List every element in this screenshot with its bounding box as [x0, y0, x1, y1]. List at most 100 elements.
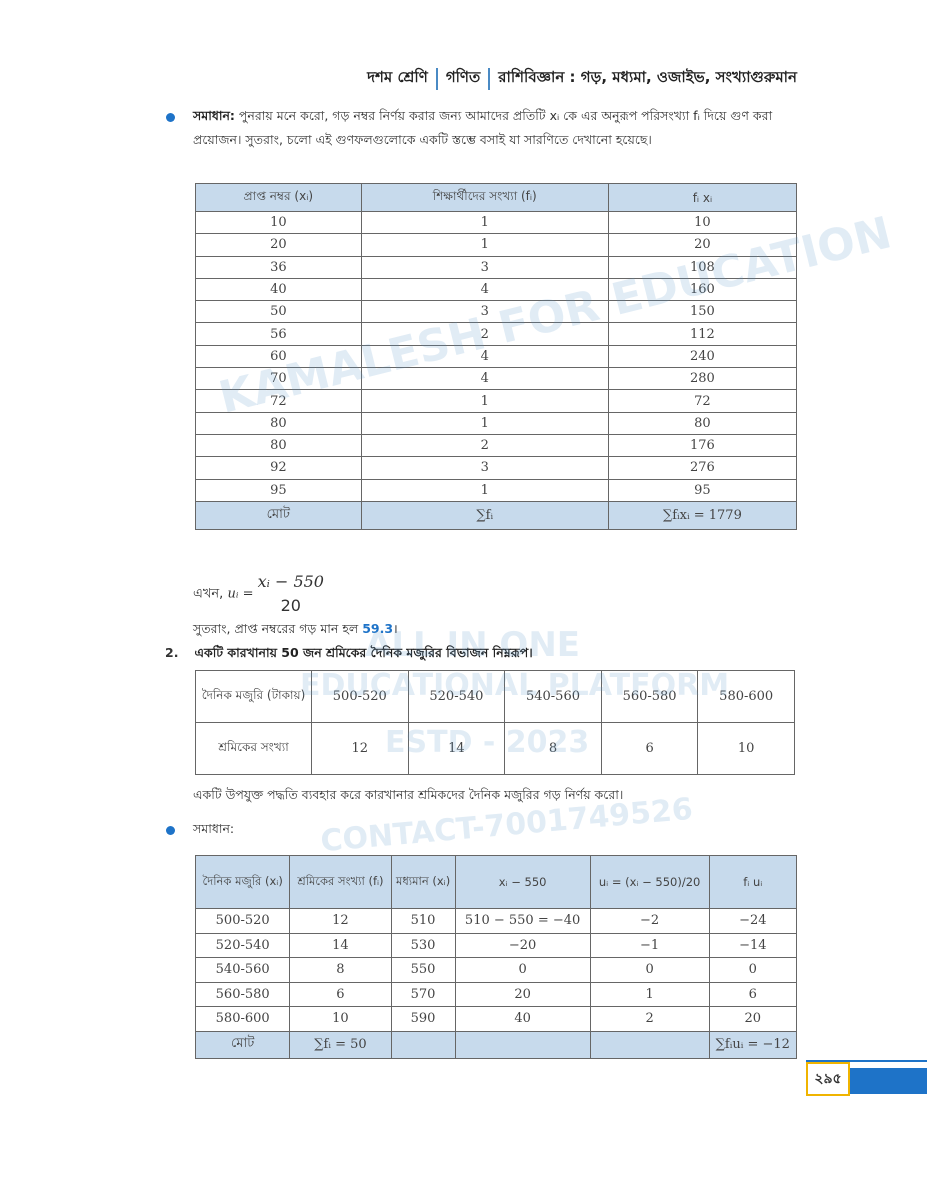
table-cell: 160 — [607, 277, 798, 302]
table-cell: 8 — [289, 957, 392, 983]
table-cell: 550 — [390, 957, 456, 983]
page-number: ২৯৫ — [806, 1062, 850, 1096]
table-cell: 520-540 — [194, 932, 291, 958]
problem-number: 2. — [165, 645, 179, 660]
solution1-paragraph: সমাধান: পুনরায় মনে করো, গড় নম্বর নির্ণ… — [193, 104, 798, 152]
table-cell: 72 — [195, 389, 362, 413]
column-header: xᵢ − 550 — [454, 855, 591, 909]
class-interval-cell: 500-520 — [311, 670, 409, 723]
table-row: 560-580 6 570 20 1 6 — [194, 981, 798, 1007]
result-end: । — [393, 621, 398, 636]
table-cell: 92 — [195, 456, 362, 480]
column-header: দৈনিক মজুরি (xᵢ) — [194, 855, 291, 909]
table-cell: 40 — [454, 1006, 591, 1032]
count-cell: 8 — [504, 722, 602, 775]
count-cell: 6 — [600, 722, 699, 775]
table-cell: 276 — [607, 456, 798, 480]
problem-text: একটি কারখানায় 50 জন শ্রমিকের দৈনিক মজুর… — [194, 645, 533, 660]
row-label: শ্রমিকের সংখ্যা — [195, 722, 312, 775]
table-cell: −1 — [589, 932, 710, 958]
table-cell: 1 — [360, 210, 609, 235]
total-cell: মোট — [194, 1030, 291, 1059]
count-cell: 14 — [407, 722, 506, 775]
table-row: 72 1 72 — [195, 389, 798, 413]
solution2-label: সমাধান: — [193, 821, 235, 836]
table-cell: 70 — [195, 367, 362, 391]
table-cell: 72 — [607, 389, 798, 413]
table-cell: 108 — [607, 255, 798, 279]
formula-u: এখন, uᵢ = xᵢ − 550 20 — [193, 570, 798, 618]
table-cell: 50 — [195, 300, 362, 324]
result-line: সুতরাং, প্রাপ্ত নম্বরের গড় মান হল 59.3। — [193, 617, 798, 641]
column-header: শিক্ষার্থীদের সংখ্যা (fᵢ) — [360, 183, 609, 212]
table-cell: −24 — [708, 908, 798, 934]
question2: একটি উপযুক্ত পদ্ধতি ব্যবহার করে কারখানার… — [193, 787, 624, 802]
table-cell: −14 — [708, 932, 798, 958]
total-cell: ∑fᵢ — [360, 500, 609, 530]
table-cell: 112 — [607, 322, 798, 346]
table-cell: 80 — [195, 433, 362, 458]
table-cell: −2 — [589, 908, 710, 934]
table-cell: 540-560 — [194, 957, 291, 983]
wage-solution-table: দৈনিক মজুরি (xᵢ) শ্রমিকের সংখ্যা (fᵢ) মধ্য… — [194, 855, 798, 1059]
total-row: মোট ∑fᵢ = 50 ∑fᵢuᵢ = −12 — [194, 1030, 798, 1059]
total-cell — [454, 1030, 591, 1059]
solution-text: পুনরায় মনে করো, গড় নম্বর নির্ণয় করার … — [193, 108, 773, 147]
table-cell: 80 — [607, 411, 798, 435]
table-row: 56 2 112 — [195, 322, 798, 346]
count-cell: 10 — [697, 722, 795, 775]
column-header: মধ্যমান (xᵢ) — [390, 855, 456, 909]
result-text: সুতরাং, প্রাপ্ত নম্বরের গড় মান হল — [193, 621, 359, 636]
table-row: 10 1 10 — [195, 210, 798, 235]
table-cell: 240 — [607, 344, 798, 369]
mean-value: 59.3 — [362, 621, 394, 636]
table-cell: 2 — [360, 433, 609, 458]
table-cell: 4 — [360, 367, 609, 391]
table-cell: 500-520 — [194, 908, 291, 934]
table-cell: 150 — [607, 300, 798, 324]
table-row: 540-560 8 550 0 0 0 — [194, 957, 798, 983]
table-cell: 590 — [390, 1006, 456, 1032]
table-cell: 0 — [708, 957, 798, 983]
class-interval-cell: 580-600 — [697, 670, 795, 723]
table-cell: 20 — [454, 981, 591, 1007]
table-row: 95 1 95 — [195, 478, 798, 502]
table-cell: 1 — [360, 411, 609, 435]
table-row: 20 1 20 — [195, 233, 798, 257]
running-header: দশম শ্রেণি গণিত রাশিবিজ্ঞান : গড়, মধ্যম… — [367, 66, 797, 91]
total-cell: ∑fᵢ = 50 — [289, 1030, 392, 1059]
table-cell: 56 — [195, 322, 362, 346]
column-header: fᵢ uᵢ — [708, 855, 798, 909]
table-row: 580-600 10 590 40 2 20 — [194, 1006, 798, 1032]
total-cell: ∑fᵢuᵢ = −12 — [708, 1030, 798, 1059]
table-cell: 4 — [360, 277, 609, 302]
bullet-icon — [166, 113, 175, 122]
table-cell: 1 — [360, 478, 609, 502]
table-cell: 0 — [454, 957, 591, 983]
table-row: 92 3 276 — [195, 456, 798, 480]
class-interval-cell: 520-540 — [407, 670, 506, 723]
solution-label: সমাধান: — [193, 108, 235, 123]
row-label: দৈনিক মজুরি (টাকায়) — [195, 670, 312, 723]
problem2: 2. একটি কারখানায় 50 জন শ্রমিকের দৈনিক ম… — [165, 641, 770, 665]
wage-distribution-table: দৈনিক মজুরি (টাকায়) 500-520 520-540 540-56… — [195, 670, 795, 775]
table-cell: 3 — [360, 255, 609, 279]
bullet-icon — [166, 826, 175, 835]
header-subject: গণিত — [445, 68, 481, 86]
table-cell: 280 — [607, 367, 798, 391]
column-header: প্রাপ্ত নম্বর (xᵢ) — [195, 183, 362, 212]
count-cell: 12 — [311, 722, 409, 775]
table-cell: 10 — [607, 210, 798, 235]
table-row: 520-540 14 530 −20 −1 −14 — [194, 932, 798, 958]
table-cell: 2 — [360, 322, 609, 346]
table-row: 80 1 80 — [195, 411, 798, 435]
table-cell: 3 — [360, 456, 609, 480]
table-cell: 10 — [289, 1006, 392, 1032]
total-cell: মোট — [195, 500, 362, 530]
table-cell: 95 — [195, 478, 362, 502]
table-cell: 14 — [289, 932, 392, 958]
table-cell: 6 — [289, 981, 392, 1007]
table-cell: 12 — [289, 908, 392, 934]
table-cell: 3 — [360, 300, 609, 324]
